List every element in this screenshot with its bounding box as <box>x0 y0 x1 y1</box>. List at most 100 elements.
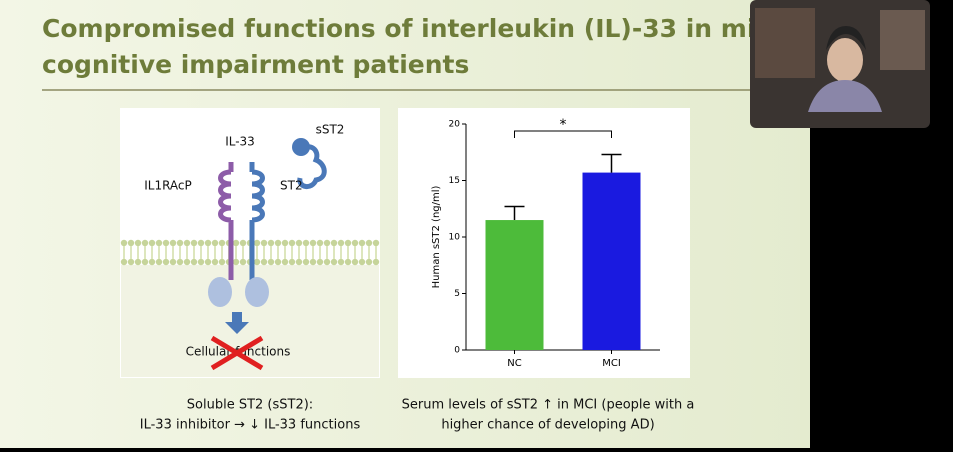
y-tick-label: 20 <box>449 120 461 130</box>
lipid <box>337 239 345 247</box>
lipid <box>267 258 275 266</box>
slide-title: Compromised functions of interleukin (IL… <box>42 14 782 79</box>
arrow <box>225 312 249 334</box>
lipid <box>260 258 268 266</box>
significance-label: * <box>560 117 567 133</box>
lipid <box>344 258 352 266</box>
il33-bound <box>292 138 310 156</box>
lipid-tail <box>284 246 286 259</box>
membrane <box>120 239 380 266</box>
lipid <box>253 239 261 247</box>
lipid <box>260 239 268 247</box>
lipid <box>288 258 296 266</box>
lipid <box>316 258 324 266</box>
lipid-tail <box>186 246 188 259</box>
lipid <box>309 258 317 266</box>
x-tick-label: NC <box>507 358 521 369</box>
caption: higher chance of developing AD) <box>441 418 654 433</box>
lipid-tail <box>263 246 265 259</box>
caption: Serum levels of sST2 ↑ in MCI (people wi… <box>402 398 695 413</box>
lipid <box>134 258 142 266</box>
label: IL1RAcP <box>144 179 192 193</box>
lipid-tail <box>137 246 139 259</box>
lipid <box>169 239 177 247</box>
lipid-tail <box>312 246 314 259</box>
lipid-tail <box>214 246 216 259</box>
lipid-tail <box>158 246 160 259</box>
lipid <box>239 239 247 247</box>
lipid-tail <box>326 246 328 259</box>
bar <box>582 172 641 350</box>
lipid <box>176 239 184 247</box>
lipid <box>302 258 310 266</box>
lipid-tail <box>305 246 307 259</box>
lipid <box>120 239 128 247</box>
lipid <box>190 258 198 266</box>
lipid <box>155 258 163 266</box>
lipid <box>253 258 261 266</box>
lipid <box>197 258 205 266</box>
lipid <box>351 258 359 266</box>
x-tick-label: MCI <box>602 358 621 369</box>
lipid-tail <box>298 246 300 259</box>
lipid-tail <box>193 246 195 259</box>
lipid <box>162 258 170 266</box>
y-tick-label: 15 <box>449 176 460 186</box>
lipid-tail <box>347 246 349 259</box>
lipid-tail <box>368 246 370 259</box>
lipid-tail <box>144 246 146 259</box>
lipid <box>323 258 331 266</box>
lipid <box>120 258 128 266</box>
lipid <box>176 258 184 266</box>
title-line: Compromised functions of interleukin (IL… <box>42 14 782 43</box>
cross <box>210 335 264 371</box>
y-axis-label: Human sST2 (ng/ml) <box>431 185 442 288</box>
lipid <box>162 239 170 247</box>
lipid <box>372 258 380 266</box>
lipid <box>134 239 142 247</box>
lipid <box>204 258 212 266</box>
lipid-tail <box>165 246 167 259</box>
tir-domain <box>245 277 269 307</box>
lipid <box>218 258 226 266</box>
webcam <box>750 0 930 128</box>
lipid <box>232 239 240 247</box>
receptors <box>218 144 327 280</box>
lipid <box>239 258 247 266</box>
lipid-tail <box>361 246 363 259</box>
lipid <box>141 258 149 266</box>
lipid <box>330 258 338 266</box>
lipid-tail <box>277 246 279 259</box>
error-bar <box>601 153 622 173</box>
lipid <box>309 239 317 247</box>
lipid <box>365 239 373 247</box>
lipid <box>337 258 345 266</box>
lipid <box>190 239 198 247</box>
label: ST2 <box>280 179 303 193</box>
lipid <box>204 239 212 247</box>
lipid-tail <box>319 246 321 259</box>
lipid <box>148 239 156 247</box>
lipid-tail <box>130 246 132 259</box>
lipid <box>155 239 163 247</box>
lipid <box>351 239 359 247</box>
lipid <box>211 258 219 266</box>
lipid <box>141 239 149 247</box>
lipid-tail <box>291 246 293 259</box>
significance-bracket <box>514 130 612 138</box>
lipid-tail <box>207 246 209 259</box>
lipid <box>295 239 303 247</box>
lipid <box>358 239 366 247</box>
title-line: cognitive impairment patients <box>42 50 469 79</box>
lipid <box>302 239 310 247</box>
st2 <box>249 162 265 280</box>
lipid-tail <box>242 246 244 259</box>
y-tick-label: 0 <box>454 346 460 356</box>
lipid-tail <box>340 246 342 259</box>
lipid-tail <box>270 246 272 259</box>
lipid-tail <box>151 246 153 259</box>
lipid <box>365 258 373 266</box>
y-tick-label: 10 <box>449 233 461 243</box>
lipid <box>232 258 240 266</box>
lipid <box>211 239 219 247</box>
